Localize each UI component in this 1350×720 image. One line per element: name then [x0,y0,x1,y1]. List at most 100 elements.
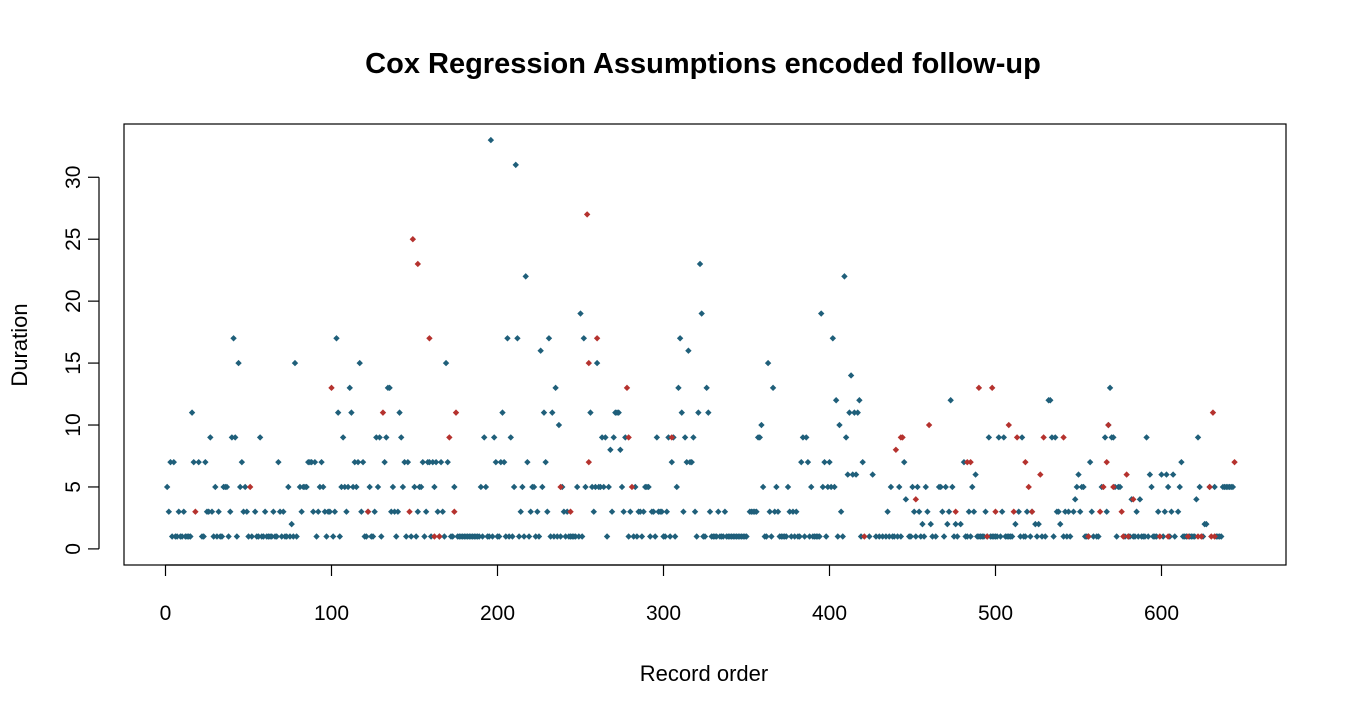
data-point [195,458,202,466]
data-point [1048,434,1056,441]
data-point-highlight [585,458,592,466]
data-point [680,508,687,515]
data-point [929,533,936,540]
data-point [255,533,262,540]
data-point [896,483,903,491]
data-point [1062,508,1069,515]
data-point [856,397,863,404]
data-point [947,397,954,404]
data-point [512,161,519,169]
data-point [1163,471,1170,478]
data-point [1038,533,1046,540]
x-tick-label: 200 [480,602,515,625]
data-point [170,458,177,466]
y-tick-label: 20 [62,289,85,312]
data-point [532,533,539,540]
data-point-highlight [567,508,574,515]
data-point [637,508,644,515]
data-point [766,508,773,515]
data-point [720,533,727,540]
data-point [547,533,554,540]
data-point-highlight [1025,483,1032,491]
data-point [678,409,685,416]
data-point [238,458,246,466]
data-point [693,533,700,540]
data-point [251,508,259,515]
data-point [1136,496,1144,503]
data-point [487,136,495,144]
data-point [960,458,968,466]
data-point [587,409,594,416]
data-point [917,533,924,540]
data-point [1171,533,1178,540]
data-point-highlight [446,434,453,441]
data-point-highlight [625,434,632,441]
data-point [514,335,521,342]
data-point [1008,533,1016,540]
data-point [920,533,928,540]
data-point [1060,533,1067,540]
data-point [240,508,247,515]
data-point [598,434,606,441]
data-point [701,533,709,540]
data-point [273,533,280,540]
data-point [869,471,876,478]
data-point [1055,508,1062,515]
data-point [500,458,508,466]
data-point [839,533,846,540]
data-point [434,508,441,515]
data-point [582,483,589,491]
data-point [573,483,581,491]
data-point [588,483,596,491]
data-point [879,533,886,540]
data-point [912,533,920,540]
data-point [1065,508,1072,515]
data-point [887,483,895,491]
data-point [333,335,340,342]
data-point [276,508,284,515]
data-point [351,458,358,466]
data-point [477,483,485,491]
data-point [313,533,320,540]
data-point [285,483,292,491]
y-tick-label: 10 [62,413,85,436]
data-point [690,434,697,441]
data-point [389,483,397,491]
data-point [652,533,659,540]
data-point [163,483,171,491]
data-point [241,483,249,491]
data-point [821,458,828,466]
data-point [510,483,518,491]
data-point [806,533,813,540]
data-point [479,533,486,540]
data-point [1027,533,1034,540]
data-point [1191,533,1198,540]
data-point [562,533,569,540]
data-point-highlight [1085,533,1092,540]
data-point [663,508,671,515]
data-point [522,273,529,280]
data-point [223,483,231,491]
data-point [645,483,652,491]
data-point [942,483,949,491]
data-point [836,421,843,429]
y-axis-label: Duration [7,303,32,386]
data-point [404,458,412,466]
data-point [671,533,679,540]
data-point [972,471,979,478]
data-point [617,446,624,453]
data-point [1146,471,1154,478]
data-point [1113,533,1120,540]
data-point [590,508,597,515]
data-points [163,136,1238,540]
data-point [225,533,232,540]
data-point [998,508,1006,515]
data-point [866,533,873,540]
data-point [683,458,690,466]
data-point [1101,434,1109,441]
data-point [422,508,430,515]
data-point [399,483,407,491]
data-point [165,508,173,515]
data-point [1154,508,1162,515]
data-point [256,434,264,441]
